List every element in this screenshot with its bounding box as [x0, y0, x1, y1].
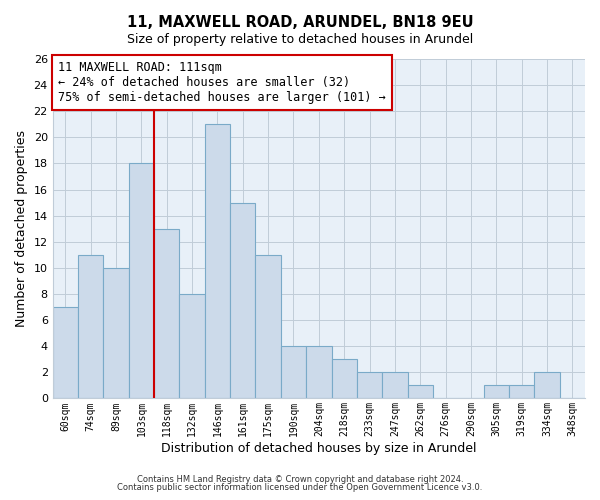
- Text: Contains public sector information licensed under the Open Government Licence v3: Contains public sector information licen…: [118, 484, 482, 492]
- Bar: [129, 164, 154, 398]
- Bar: [256, 255, 281, 398]
- Bar: [281, 346, 306, 399]
- Bar: [382, 372, 407, 398]
- Bar: [103, 268, 129, 398]
- Bar: [484, 386, 509, 398]
- Text: 11, MAXWELL ROAD, ARUNDEL, BN18 9EU: 11, MAXWELL ROAD, ARUNDEL, BN18 9EU: [127, 15, 473, 30]
- Bar: [53, 307, 78, 398]
- Y-axis label: Number of detached properties: Number of detached properties: [15, 130, 28, 327]
- Text: Size of property relative to detached houses in Arundel: Size of property relative to detached ho…: [127, 32, 473, 46]
- Text: Contains HM Land Registry data © Crown copyright and database right 2024.: Contains HM Land Registry data © Crown c…: [137, 475, 463, 484]
- X-axis label: Distribution of detached houses by size in Arundel: Distribution of detached houses by size …: [161, 442, 476, 455]
- Bar: [154, 228, 179, 398]
- Bar: [205, 124, 230, 398]
- Bar: [179, 294, 205, 399]
- Bar: [407, 386, 433, 398]
- Bar: [332, 360, 357, 399]
- Bar: [535, 372, 560, 398]
- Bar: [357, 372, 382, 398]
- Bar: [230, 202, 256, 398]
- Bar: [306, 346, 332, 399]
- Text: 11 MAXWELL ROAD: 111sqm
← 24% of detached houses are smaller (32)
75% of semi-de: 11 MAXWELL ROAD: 111sqm ← 24% of detache…: [58, 60, 386, 104]
- Bar: [509, 386, 535, 398]
- Bar: [78, 255, 103, 398]
